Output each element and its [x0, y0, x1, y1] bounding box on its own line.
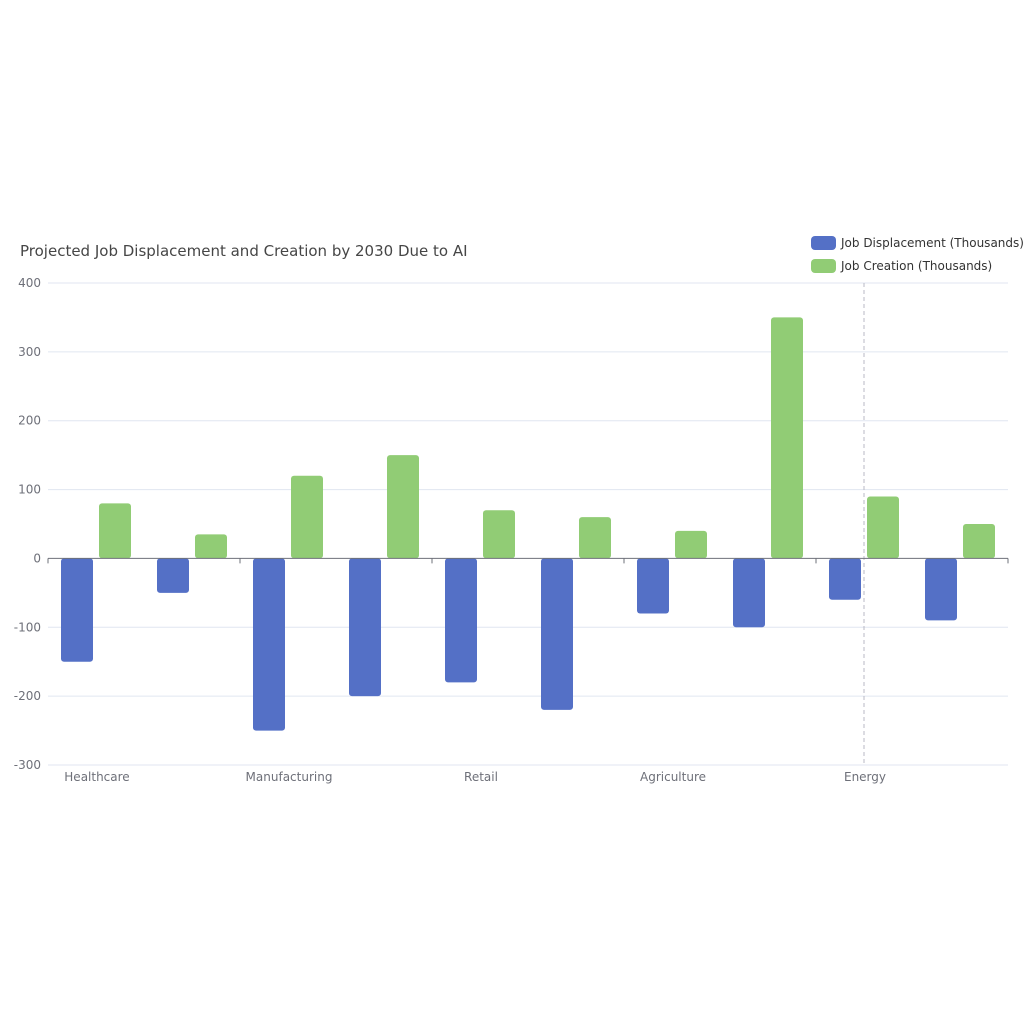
bar-creation[interactable]: [867, 496, 899, 559]
x-tick-label: Healthcare: [64, 770, 129, 784]
bar-displacement[interactable]: [925, 558, 957, 621]
bar-displacement[interactable]: [61, 558, 93, 662]
bar-displacement[interactable]: [829, 558, 861, 600]
legend-label[interactable]: Job Displacement (Thousands): [840, 236, 1024, 250]
bar-creation[interactable]: [579, 517, 611, 559]
bar-displacement[interactable]: [733, 558, 765, 628]
bar-displacement[interactable]: [541, 558, 573, 710]
legend-swatch[interactable]: [811, 236, 836, 250]
bar-displacement[interactable]: [349, 558, 381, 697]
x-tick-label: Energy: [844, 770, 886, 784]
y-tick-label: 300: [18, 345, 41, 359]
y-tick-label: -300: [14, 758, 41, 772]
y-tick-label: 100: [18, 483, 41, 497]
y-tick-label: 0: [33, 551, 41, 565]
bar-creation[interactable]: [99, 503, 131, 559]
bar-creation[interactable]: [483, 510, 515, 559]
bar-creation[interactable]: [195, 534, 227, 559]
bar-creation[interactable]: [675, 530, 707, 559]
grid: [48, 282, 1008, 766]
bar-displacement[interactable]: [445, 558, 477, 683]
x-tick-label: Retail: [464, 770, 498, 784]
bars: [61, 283, 995, 765]
y-tick-label: 200: [18, 414, 41, 428]
legend-swatch[interactable]: [811, 259, 836, 273]
bar-creation[interactable]: [387, 455, 419, 559]
y-tick-label: 400: [18, 276, 41, 290]
legend-label[interactable]: Job Creation (Thousands): [840, 259, 992, 273]
y-tick-label: -100: [14, 620, 41, 634]
x-tick-label: Agriculture: [640, 770, 706, 784]
legend[interactable]: Job Displacement (Thousands) Job Creation…: [811, 236, 1024, 273]
bar-displacement[interactable]: [637, 558, 669, 614]
x-axis: Healthcare Manufacturing Retail Agriculture…: [47, 557, 1009, 784]
bar-displacement[interactable]: [253, 558, 285, 731]
bar-creation[interactable]: [963, 524, 995, 559]
bar-displacement[interactable]: [157, 558, 189, 593]
x-tick-label: Manufacturing: [246, 770, 333, 784]
bar-creation[interactable]: [291, 475, 323, 559]
y-axis: 400 300 200 100 0 -100 -200 -300: [14, 276, 41, 772]
bar-creation[interactable]: [771, 317, 803, 559]
y-tick-label: -200: [14, 689, 41, 703]
chart-title: Projected Job Displacement and Creation …: [20, 242, 468, 260]
